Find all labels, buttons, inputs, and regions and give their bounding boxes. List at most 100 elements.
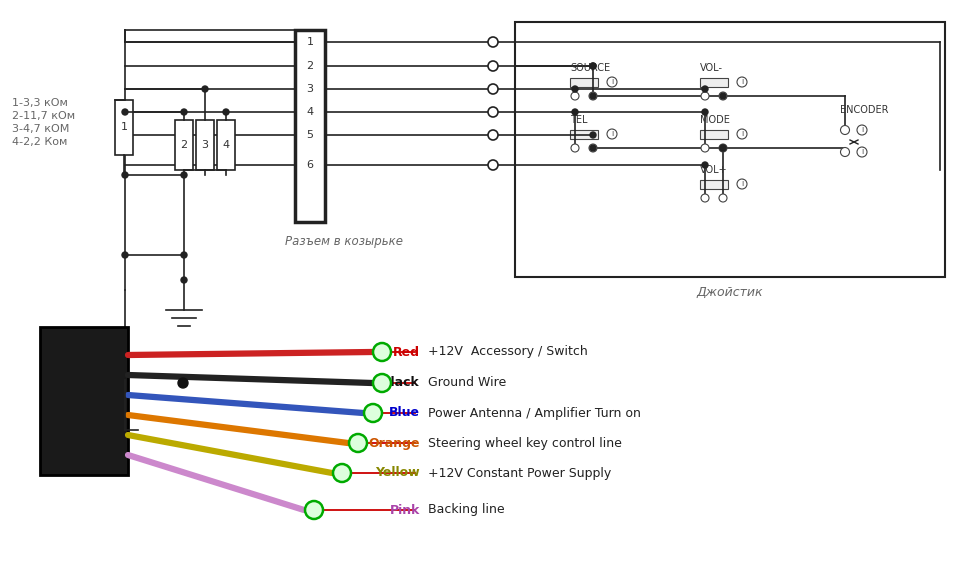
Circle shape [590,145,596,151]
Bar [700,180,728,189]
Text: ENCODER: ENCODER [840,105,889,115]
Circle shape [590,93,596,99]
Circle shape [571,144,579,152]
Circle shape [702,86,708,92]
Circle shape [373,374,391,392]
Circle shape [488,37,498,47]
Text: +12V  Accessory / Switch: +12V Accessory / Switch [428,346,588,359]
Circle shape [488,107,498,117]
Text: Pink: Pink [390,503,420,516]
Text: 4-2,2 Ком: 4-2,2 Ком [12,137,67,147]
Text: 3-4,7 кОМ: 3-4,7 кОМ [12,124,69,134]
Text: 2: 2 [306,61,314,71]
Bar [700,78,728,87]
Circle shape [488,160,498,170]
Bar [175,120,193,170]
Circle shape [719,194,727,202]
Circle shape [181,172,187,178]
Circle shape [572,86,578,92]
Circle shape [589,92,597,100]
Circle shape [202,86,208,92]
Text: i: i [611,78,613,86]
Circle shape [122,172,128,178]
Circle shape [178,378,188,388]
Circle shape [607,129,617,139]
Text: 2-11,7 кОм: 2-11,7 кОм [12,111,75,121]
Circle shape [719,144,727,152]
Bar [515,22,945,277]
Circle shape [590,132,596,138]
Circle shape [607,77,617,87]
Text: 1: 1 [306,37,314,47]
Circle shape [737,179,747,189]
Text: 4: 4 [306,107,314,117]
Text: Power Antenna / Amplifier Turn on: Power Antenna / Amplifier Turn on [428,406,641,419]
Circle shape [488,130,498,140]
Circle shape [488,84,498,94]
Circle shape [590,63,596,69]
Circle shape [122,252,128,258]
Circle shape [720,145,726,151]
Text: Разъем в козырьке: Разъем в козырьке [285,236,403,249]
Text: Orange: Orange [369,436,420,449]
Text: i: i [861,148,863,156]
Bar [115,100,133,155]
Text: 4: 4 [223,140,229,150]
Text: i: i [611,129,613,139]
Text: SOURCE: SOURCE [570,63,611,73]
Text: Red: Red [393,346,420,359]
Circle shape [702,162,708,168]
Text: VOL-: VOL- [700,63,723,73]
Circle shape [841,125,850,135]
Text: Backing line: Backing line [428,503,505,516]
Circle shape [364,404,382,422]
Circle shape [701,92,709,100]
Circle shape [333,464,351,482]
Circle shape [841,148,850,156]
Text: Ground Wire: Ground Wire [428,376,506,389]
Circle shape [305,501,323,519]
Text: 1: 1 [121,122,128,132]
Circle shape [701,194,709,202]
Bar [570,78,598,87]
Text: TEL: TEL [570,115,588,125]
Circle shape [857,125,867,135]
Text: i: i [741,129,743,139]
Bar [295,30,325,222]
Circle shape [488,61,498,71]
Text: 3: 3 [306,84,314,94]
Circle shape [223,109,229,115]
Circle shape [590,63,596,69]
Circle shape [589,144,597,152]
Text: MODE: MODE [700,115,730,125]
Bar [700,130,728,139]
Circle shape [181,109,187,115]
Text: Steering wheel key control line: Steering wheel key control line [428,436,622,449]
Text: i: i [741,78,743,86]
Circle shape [181,252,187,258]
Bar [40,327,128,475]
Circle shape [181,277,187,283]
Circle shape [720,93,726,99]
Text: 2: 2 [180,140,187,150]
Bar [196,120,214,170]
Circle shape [122,109,128,115]
Circle shape [702,109,708,115]
Text: +12V Constant Power Supply: +12V Constant Power Supply [428,466,612,479]
Circle shape [857,147,867,157]
Text: 1-3,3 кОм: 1-3,3 кОм [12,98,68,108]
Text: Джойстик: Джойстик [697,286,763,299]
Text: i: i [861,125,863,135]
Text: 6: 6 [306,160,314,170]
Text: 3: 3 [202,140,208,150]
Circle shape [737,77,747,87]
Text: Blue: Blue [389,406,420,419]
Circle shape [571,92,579,100]
Text: Yellow: Yellow [375,466,420,479]
Circle shape [373,343,391,361]
Text: VOL+: VOL+ [700,165,728,175]
Text: 5: 5 [306,130,314,140]
Circle shape [720,145,726,151]
Circle shape [737,129,747,139]
Circle shape [719,92,727,100]
